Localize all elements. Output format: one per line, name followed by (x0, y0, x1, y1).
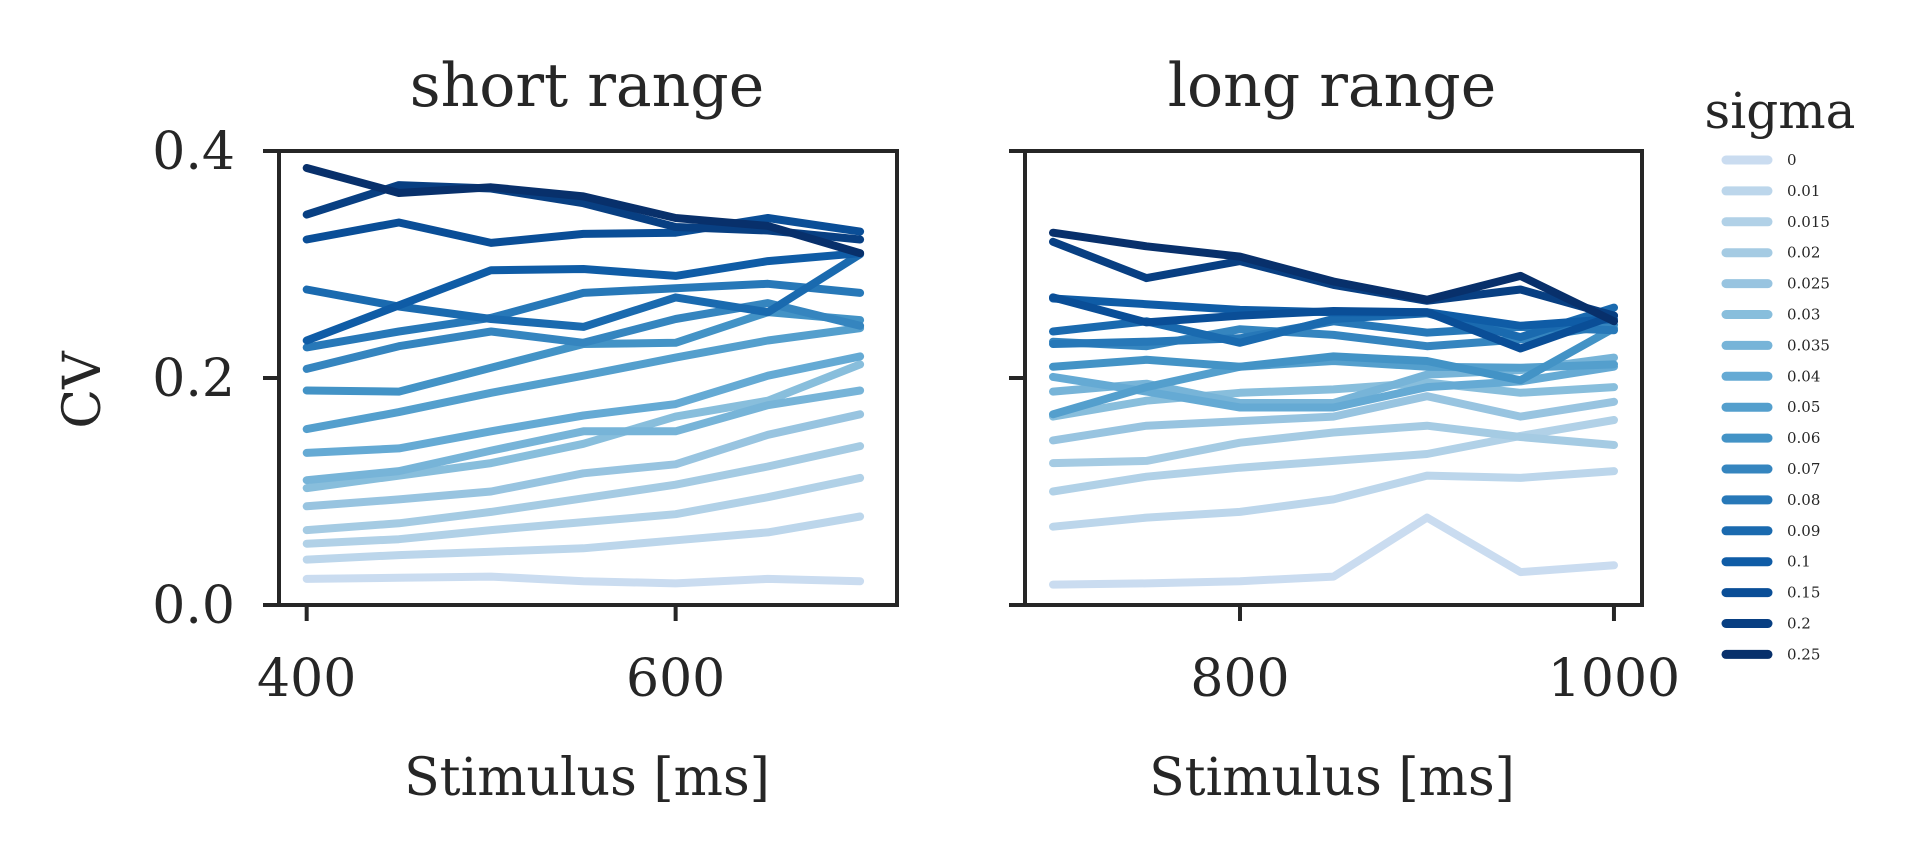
x-axis-label-short-range: Stimulus [ms] (404, 748, 770, 808)
series-line-short-range-5 (302, 360, 865, 493)
series-line-long-range-1 (1049, 467, 1618, 531)
legend-label-15: 0.2 (1787, 615, 1811, 633)
series-line-short-range-7 (302, 352, 865, 457)
x-tick-label-long-range-1: 1000 (1548, 649, 1680, 709)
y-axis-label: CV (53, 350, 113, 429)
legend-label-12: 0.09 (1787, 522, 1820, 540)
legend-label-16: 0.25 (1787, 645, 1820, 663)
y-tick-label-short-range-1: 0.2 (152, 349, 235, 409)
legend-label-9: 0.06 (1787, 429, 1820, 447)
panel-long-range: long range 800 1000 Stimulus [ms] (1009, 51, 1680, 808)
legend-label-1: 0.01 (1787, 182, 1820, 200)
panel-short-range: short range 0.0 0.2 0.4 400 600 Stimulus [ms… (152, 51, 899, 808)
series-line-long-range-5 (1049, 378, 1618, 421)
legend-entries: 0 0.01 0.015 0.02 0.025 0.03 0.035 0.04 0.05 0.06… (1721, 151, 1830, 663)
legend-label-8: 0.05 (1787, 398, 1820, 416)
legend-label-3: 0.02 (1787, 244, 1820, 262)
legend-label-13: 0.1 (1787, 553, 1811, 571)
legend: sigma 0 0.01 0.015 0.02 0.025 0.03 0.035 0.04 0.… (1705, 82, 1856, 663)
legend-label-4: 0.025 (1787, 275, 1830, 293)
ticks-short-range: 0.0 0.2 0.4 400 600 (152, 122, 725, 709)
series-line-long-range-16 (1049, 228, 1618, 326)
legend-label-7: 0.04 (1787, 367, 1820, 385)
legend-label-10: 0.07 (1787, 460, 1820, 478)
series-line-long-range-0 (1049, 513, 1618, 589)
series-line-long-range-14 (1049, 293, 1618, 353)
x-tick-label-short-range-1: 600 (626, 649, 725, 709)
series-line-short-range-14 (302, 214, 865, 247)
panel-title-short-range: short range (410, 51, 764, 121)
x-tick-label-short-range-0: 400 (257, 649, 356, 709)
series-line-short-range-10 (302, 299, 865, 373)
series-line-short-range-16 (302, 164, 865, 258)
series-line-short-range-8 (302, 324, 865, 434)
series-line-short-range-4 (302, 410, 865, 511)
legend-label-6: 0.035 (1787, 336, 1830, 354)
series-line-short-range-0 (302, 572, 865, 588)
series-line-long-range-8 (1049, 357, 1618, 419)
series-line-short-range-11 (302, 279, 865, 352)
series-line-short-range-15 (302, 181, 865, 244)
series-line-short-range-6 (302, 386, 865, 485)
x-tick-label-long-range-0: 800 (1190, 649, 1289, 709)
ticks-long-range: 800 1000 (1009, 149, 1680, 709)
legend-label-11: 0.08 (1787, 491, 1820, 509)
legend-title: sigma (1705, 82, 1856, 140)
x-axis-label-long-range: Stimulus [ms] (1149, 748, 1515, 808)
series-line-short-range-2 (302, 473, 865, 548)
series-line-short-range-3 (302, 442, 865, 535)
y-tick-label-short-range-2: 0.4 (152, 122, 235, 182)
series-lines-long-range (1049, 228, 1618, 589)
series-line-long-range-4 (1049, 392, 1618, 445)
series-lines-short-range (302, 164, 865, 588)
legend-label-0: 0 (1787, 151, 1797, 169)
legend-label-5: 0.03 (1787, 306, 1820, 324)
series-line-short-range-1 (302, 512, 865, 564)
y-tick-label-short-range-0: 0.0 (152, 576, 235, 636)
legend-label-14: 0.15 (1787, 584, 1820, 602)
series-line-long-range-3 (1049, 421, 1618, 468)
series-line-short-range-13 (302, 249, 865, 345)
panel-title-long-range: long range (1168, 51, 1496, 121)
series-line-long-range-9 (1049, 324, 1618, 385)
legend-label-2: 0.015 (1787, 213, 1830, 231)
